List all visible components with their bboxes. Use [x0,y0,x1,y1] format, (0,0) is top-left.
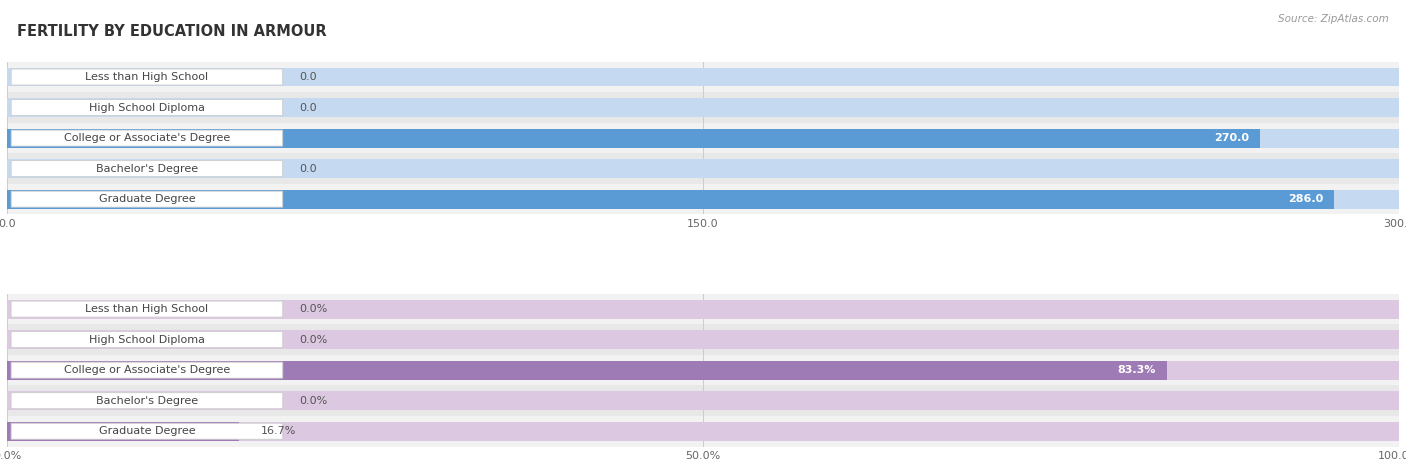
Bar [7,129,1260,148]
FancyBboxPatch shape [11,161,283,177]
FancyBboxPatch shape [11,301,283,317]
Text: 0.0: 0.0 [299,72,316,82]
Bar [7,324,1399,355]
Bar [7,422,239,441]
Text: 0.0: 0.0 [299,103,316,113]
Text: Bachelor's Degree: Bachelor's Degree [96,163,198,174]
FancyBboxPatch shape [11,423,283,439]
Text: 286.0: 286.0 [1288,194,1323,204]
Bar [7,123,1399,153]
Bar [7,92,1399,123]
Text: 0.0%: 0.0% [299,304,328,314]
FancyBboxPatch shape [11,393,283,408]
Bar [7,98,1399,117]
Bar [7,416,1399,446]
FancyBboxPatch shape [11,191,283,207]
Text: 0.0: 0.0 [299,163,316,174]
Text: 0.0%: 0.0% [299,396,328,406]
Bar [7,361,1399,380]
Bar [7,159,1399,178]
FancyBboxPatch shape [11,130,283,146]
Text: 83.3%: 83.3% [1116,365,1156,375]
Text: High School Diploma: High School Diploma [89,334,205,345]
Text: Graduate Degree: Graduate Degree [98,194,195,204]
Bar [7,422,1399,441]
Bar [7,129,1399,148]
FancyBboxPatch shape [11,69,283,85]
Text: Source: ZipAtlas.com: Source: ZipAtlas.com [1278,14,1389,24]
Text: Graduate Degree: Graduate Degree [98,426,195,436]
Text: College or Associate's Degree: College or Associate's Degree [63,365,231,375]
Bar [7,361,1167,380]
Text: Less than High School: Less than High School [86,72,208,82]
Text: Less than High School: Less than High School [86,304,208,314]
Bar [7,62,1399,92]
Bar [7,330,1399,349]
Bar [7,391,1399,410]
Text: 270.0: 270.0 [1213,133,1249,143]
FancyBboxPatch shape [11,100,283,115]
Bar [7,67,1399,86]
Bar [7,153,1399,184]
Bar [7,385,1399,416]
FancyBboxPatch shape [11,362,283,378]
Text: College or Associate's Degree: College or Associate's Degree [63,133,231,143]
FancyBboxPatch shape [11,332,283,348]
Text: FERTILITY BY EDUCATION IN ARMOUR: FERTILITY BY EDUCATION IN ARMOUR [17,24,326,39]
Text: Bachelor's Degree: Bachelor's Degree [96,396,198,406]
Text: 0.0%: 0.0% [299,334,328,345]
Bar [7,190,1334,209]
Text: 16.7%: 16.7% [260,426,295,436]
Bar [7,300,1399,319]
Text: High School Diploma: High School Diploma [89,103,205,113]
Bar [7,190,1399,209]
Bar [7,184,1399,214]
Bar [7,355,1399,385]
Bar [7,294,1399,324]
